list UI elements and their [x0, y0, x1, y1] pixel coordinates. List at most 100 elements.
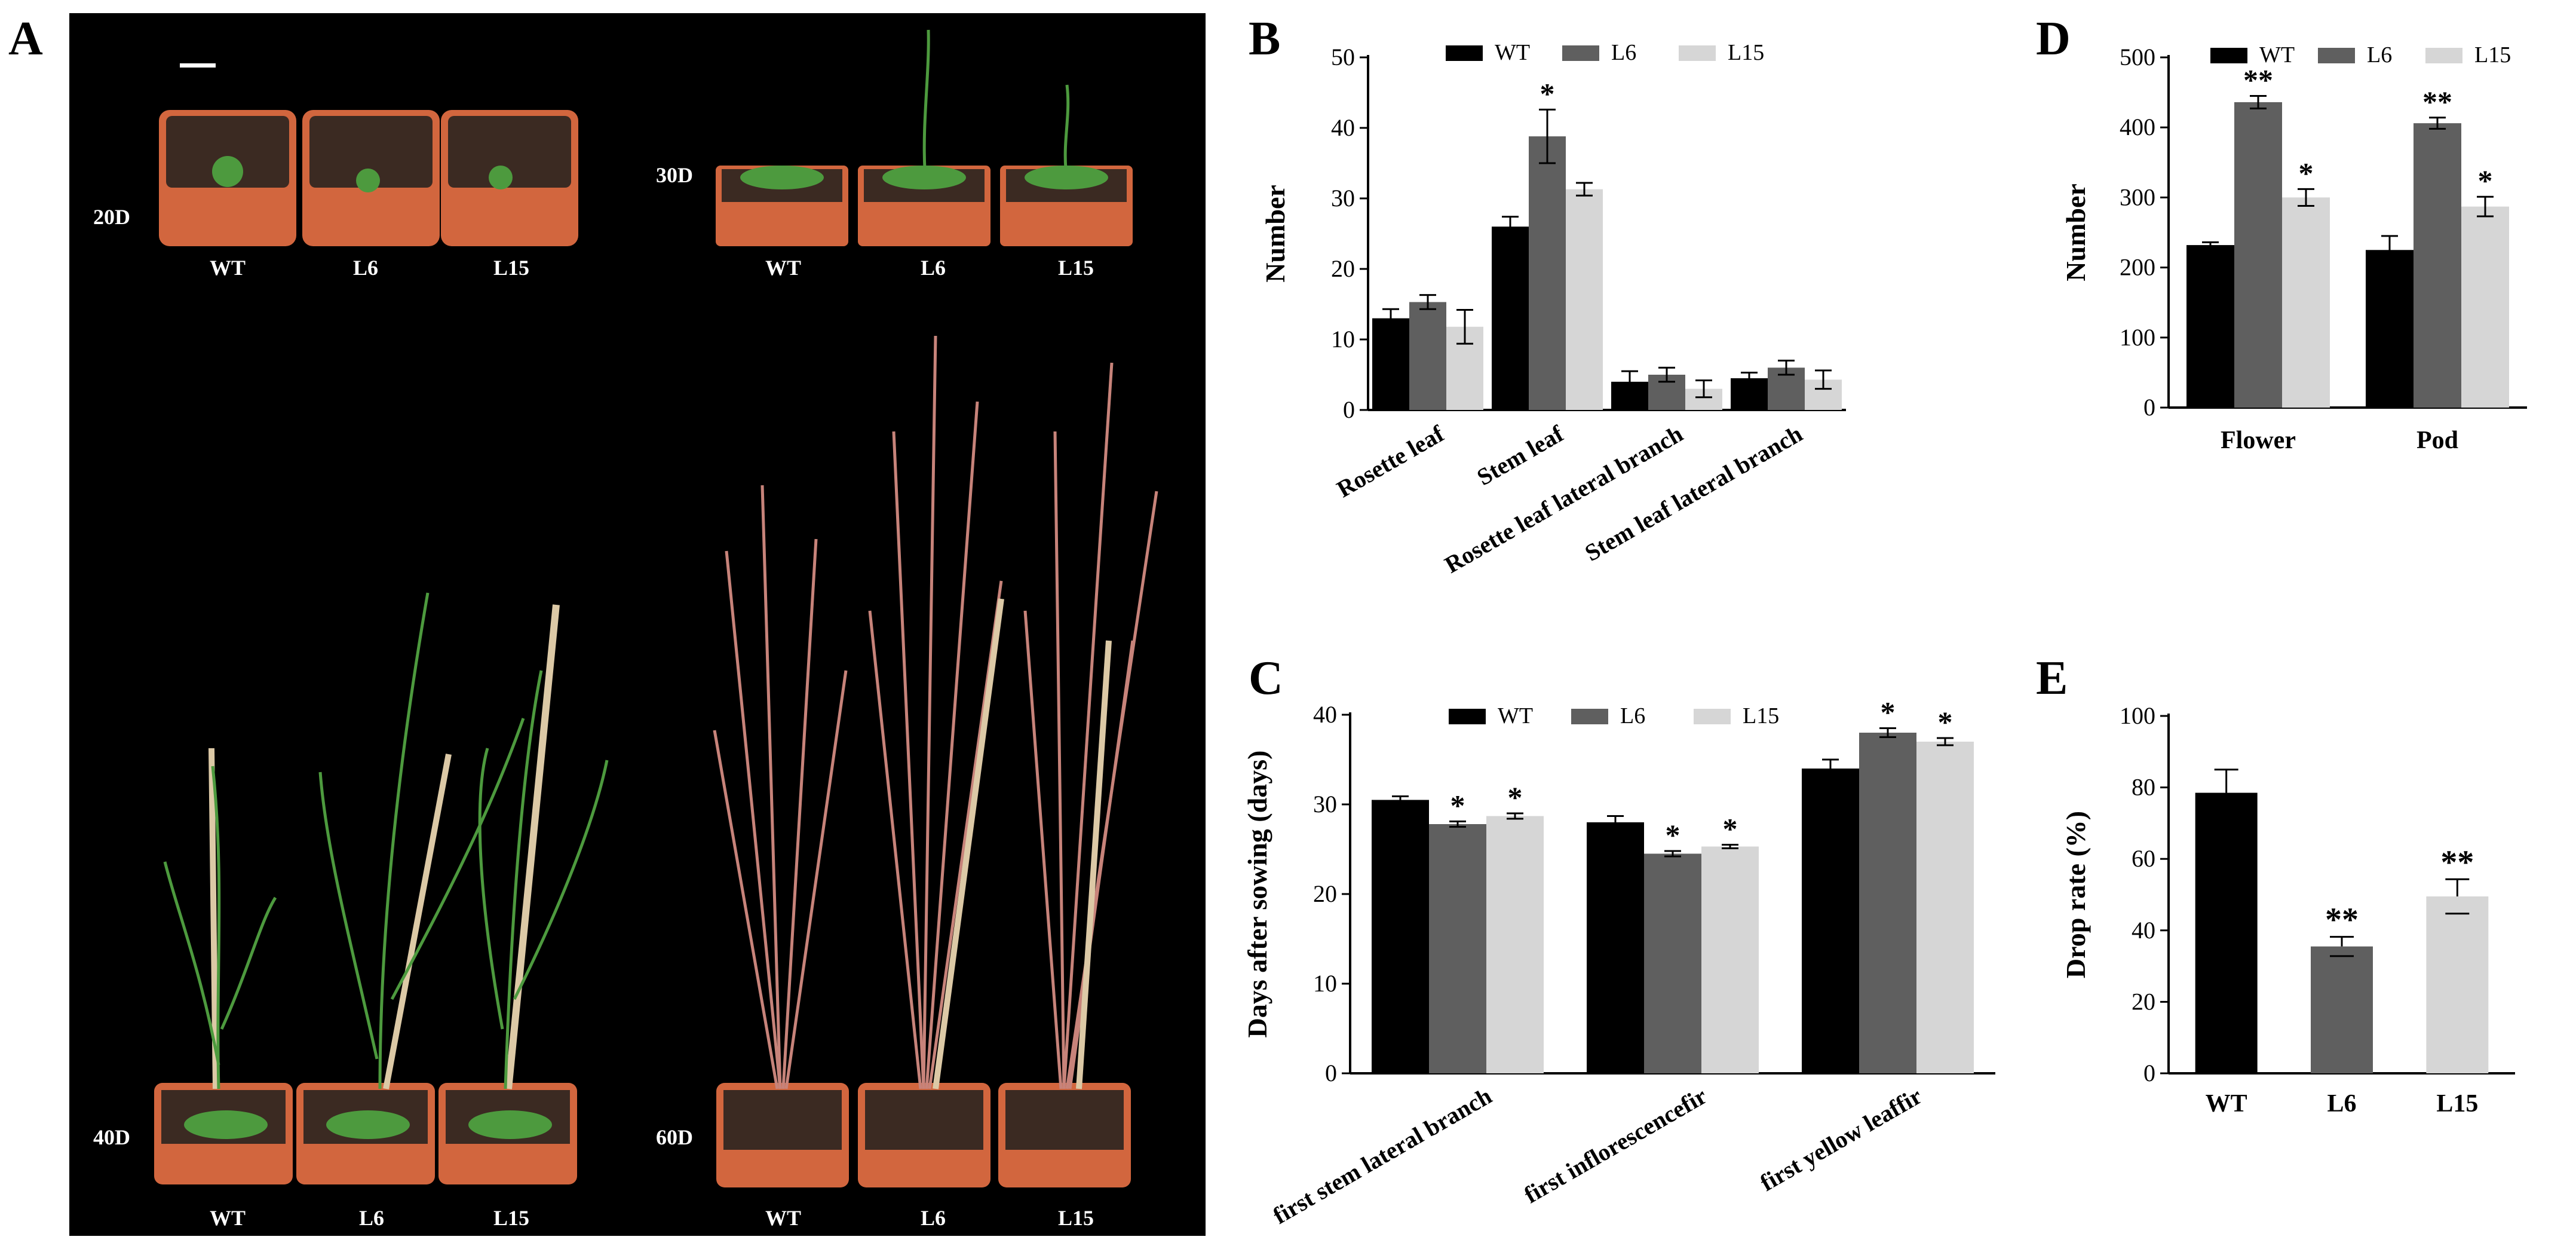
legend-label-l6: L6 — [1620, 703, 1645, 728]
rosette-40d — [468, 1110, 552, 1139]
legend-label-l6: L6 — [2367, 42, 2392, 68]
stem-40d — [211, 766, 221, 1089]
bar-wt — [1372, 318, 1409, 410]
pot-soil — [448, 116, 571, 188]
x-category-label: first yellow leaffir — [1755, 1082, 1926, 1196]
pot-soil — [1005, 1090, 1124, 1150]
legend-label-wt: WT — [1498, 703, 1533, 728]
legend-swatch-l15 — [1679, 45, 1716, 61]
stem-40d — [378, 592, 430, 1089]
x-category-label: WT — [2206, 1090, 2247, 1118]
inflorescence-30d-l6 — [922, 29, 930, 169]
y-axis-label: Number — [1260, 185, 1290, 283]
legend-swatch-l6 — [2318, 48, 2355, 63]
bar-l15 — [1916, 742, 1974, 1073]
dry-stem-60d — [1062, 362, 1114, 1089]
bar-l6 — [2234, 102, 2282, 408]
y-tick-label: 400 — [2120, 114, 2155, 140]
dry-stem-60d — [1053, 431, 1066, 1089]
legend-label-wt: WT — [2259, 42, 2295, 68]
y-tick-label: 20 — [1313, 880, 1337, 907]
y-tick-label: 40 — [1313, 701, 1337, 728]
inflorescence-30d-l15 — [1063, 84, 1070, 169]
plant-growth-photo: 20D 30D 40D 60D WT L6 L15 WT L6 L15 WT L… — [69, 13, 1206, 1236]
y-tick-label: 80 — [2132, 774, 2155, 801]
genotype-label-30d-wt: WT — [765, 256, 802, 280]
significance-marker: * — [1540, 76, 1555, 110]
legend-swatch-l15 — [1694, 709, 1731, 724]
x-category-label: Stem leaf — [1472, 420, 1568, 491]
rosette-30d — [740, 166, 824, 189]
bar-l6 — [1529, 136, 1566, 410]
legend-swatch-l6 — [1562, 45, 1599, 61]
rosette-30d — [882, 166, 966, 189]
bar-l15 — [2426, 896, 2489, 1073]
genotype-label-60d-l15: L15 — [1058, 1206, 1094, 1230]
stage-label-40d: 40D — [93, 1125, 130, 1149]
y-tick-label: 300 — [2120, 183, 2155, 210]
genotype-label-20d-l15: L15 — [493, 256, 530, 280]
stem-40d — [163, 861, 220, 1066]
stake-40d-wt — [208, 748, 219, 1089]
dry-stem-60d — [1023, 610, 1063, 1089]
stem-40d — [390, 718, 525, 1000]
dry-stem-60d — [892, 431, 925, 1089]
panel-letter-a: A — [8, 13, 43, 65]
pot-soil — [166, 116, 289, 188]
x-category-label: Rosette leaf — [1332, 420, 1449, 503]
significance-marker: * — [1666, 818, 1680, 852]
genotype-label-20d-wt: WT — [210, 256, 246, 280]
legend-swatch-wt — [1449, 709, 1486, 724]
y-tick-label: 40 — [2132, 917, 2155, 944]
bar-wt — [1372, 800, 1429, 1073]
significance-marker: * — [1938, 705, 1953, 739]
stem-40d — [513, 760, 609, 1000]
genotype-label-20d-l6: L6 — [353, 256, 379, 280]
legend-swatch-l6 — [1571, 709, 1608, 724]
rosette-20d — [489, 166, 513, 189]
stage-label-30d: 30D — [656, 163, 693, 187]
significance-marker: * — [1450, 789, 1465, 822]
stem-40d — [478, 748, 504, 1030]
plant-growth-illustration — [154, 29, 1158, 1187]
bar-wt — [2195, 792, 2258, 1073]
bar-wt — [1802, 769, 1859, 1073]
stage-label-60d: 60D — [656, 1125, 693, 1149]
chart-c: 0 10 20 30 40 Days after sowing (days) first s… — [1242, 696, 1995, 1229]
y-tick-label: 0 — [1325, 1060, 1337, 1086]
stake-40d-l15 — [505, 604, 560, 1089]
panel-letter-e: E — [2036, 652, 2068, 705]
y-axis-label: Drop rate (%) — [2060, 811, 2091, 978]
legend-swatch-l15 — [2425, 48, 2462, 63]
significance-marker: ** — [2440, 844, 2474, 881]
bar-l15 — [1566, 189, 1603, 410]
bar-wt — [1587, 822, 1644, 1073]
genotype-label-60d-wt: WT — [765, 1206, 802, 1230]
y-tick-label: 30 — [1331, 185, 1355, 212]
pot-soil — [865, 1090, 983, 1150]
y-tick-label: 0 — [2143, 394, 2155, 421]
bar-l15 — [1486, 816, 1544, 1073]
dry-stem-60d — [1068, 640, 1134, 1089]
pot-soil — [723, 1090, 842, 1150]
significance-marker: ** — [2243, 63, 2273, 96]
scale-bar — [180, 63, 216, 68]
y-tick-label: 0 — [1343, 396, 1355, 423]
genotype-label-30d-l6: L6 — [921, 256, 946, 280]
rosette-20d — [212, 156, 243, 187]
significance-marker: ** — [2325, 902, 2359, 939]
bar-l6 — [1859, 733, 1916, 1073]
significance-marker: * — [1881, 696, 1896, 729]
y-tick-label: 30 — [1313, 791, 1337, 818]
bar-l6 — [2414, 123, 2461, 408]
genotype-label-60d-l6: L6 — [921, 1206, 946, 1230]
significance-marker: ** — [2422, 85, 2452, 118]
y-axis-label: Days after sowing (days) — [1242, 751, 1272, 1038]
stage-label-20d: 20D — [93, 205, 130, 229]
legend-label-l6: L6 — [1611, 40, 1636, 65]
y-tick-label: 100 — [2120, 702, 2155, 729]
significance-marker: * — [1723, 812, 1738, 846]
panel-letter-c: C — [1249, 652, 1283, 705]
x-category-label: Pod — [2416, 427, 2458, 454]
